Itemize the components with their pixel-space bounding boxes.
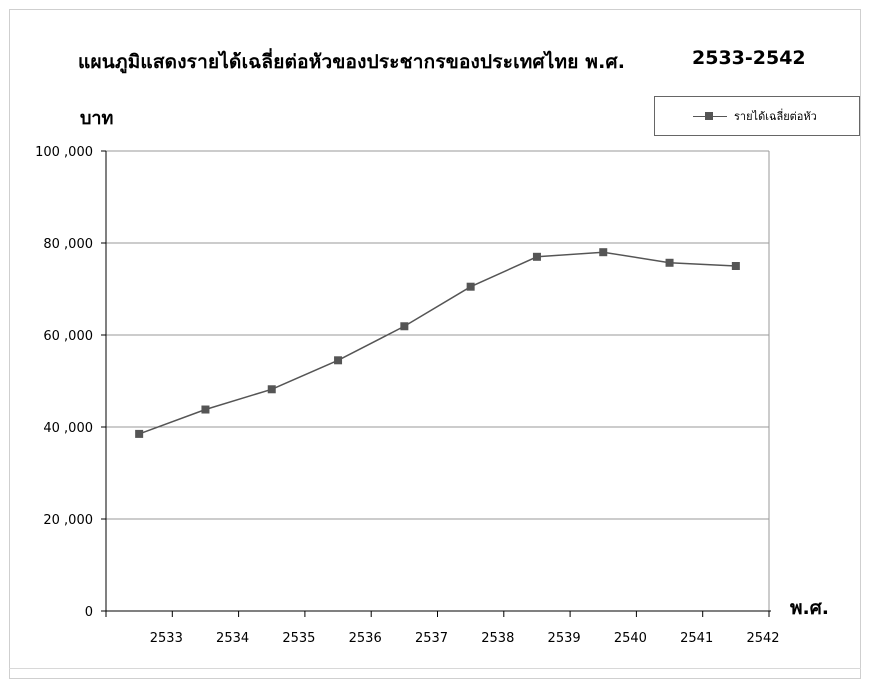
data-point-marker bbox=[267, 385, 276, 394]
legend-square-marker-icon bbox=[705, 112, 713, 120]
data-point-marker bbox=[400, 322, 409, 331]
legend: รายได้เฉลี่ยต่อหัว bbox=[654, 96, 860, 136]
data-point-marker bbox=[201, 405, 210, 414]
y-tick-label: 80 ,000 bbox=[43, 237, 93, 252]
y-tick-label: 20 ,000 bbox=[43, 513, 93, 528]
chart-title: แผนภูมิแสดงรายได้เฉลี่ยต่อหัวของประชากรข… bbox=[78, 51, 626, 73]
chart-frame bbox=[9, 9, 861, 679]
series-line bbox=[138, 251, 736, 435]
x-tick-label: 2539 bbox=[548, 631, 581, 646]
x-tick-label: 2541 bbox=[680, 631, 713, 646]
y-tick-label: 40 ,000 bbox=[43, 421, 93, 436]
data-point-marker bbox=[466, 282, 475, 291]
chart-title-years: 2533-2542 bbox=[692, 47, 806, 69]
data-point-marker bbox=[665, 258, 674, 267]
x-axis-label: พ.ศ. bbox=[790, 597, 830, 619]
x-tick-label: 2538 bbox=[481, 631, 514, 646]
data-point-marker bbox=[334, 356, 343, 365]
x-tick-label: 2535 bbox=[282, 631, 315, 646]
data-point-marker bbox=[532, 252, 541, 261]
legend-label: รายได้เฉลี่ยต่อหัว bbox=[734, 110, 817, 123]
x-tick-label: 2533 bbox=[150, 631, 183, 646]
data-point-marker bbox=[731, 262, 740, 270]
y-tick-label: 0 bbox=[85, 605, 93, 620]
y-tick-label: 60 ,000 bbox=[43, 329, 93, 344]
frame-divider bbox=[9, 668, 861, 669]
x-tick-label: 2537 bbox=[415, 631, 448, 646]
x-tick-label: 2540 bbox=[614, 631, 647, 646]
x-tick-label: 2534 bbox=[216, 631, 249, 646]
data-point-marker bbox=[135, 429, 144, 438]
y-tick-label: 100 ,000 bbox=[35, 145, 93, 160]
x-tick-label: 2536 bbox=[349, 631, 382, 646]
data-point-marker bbox=[599, 248, 608, 257]
x-tick-label: 2542 bbox=[746, 631, 779, 646]
y-axis-label: บาท bbox=[80, 108, 114, 129]
